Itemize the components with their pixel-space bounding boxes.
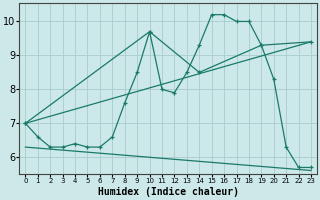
X-axis label: Humidex (Indice chaleur): Humidex (Indice chaleur): [98, 187, 239, 197]
